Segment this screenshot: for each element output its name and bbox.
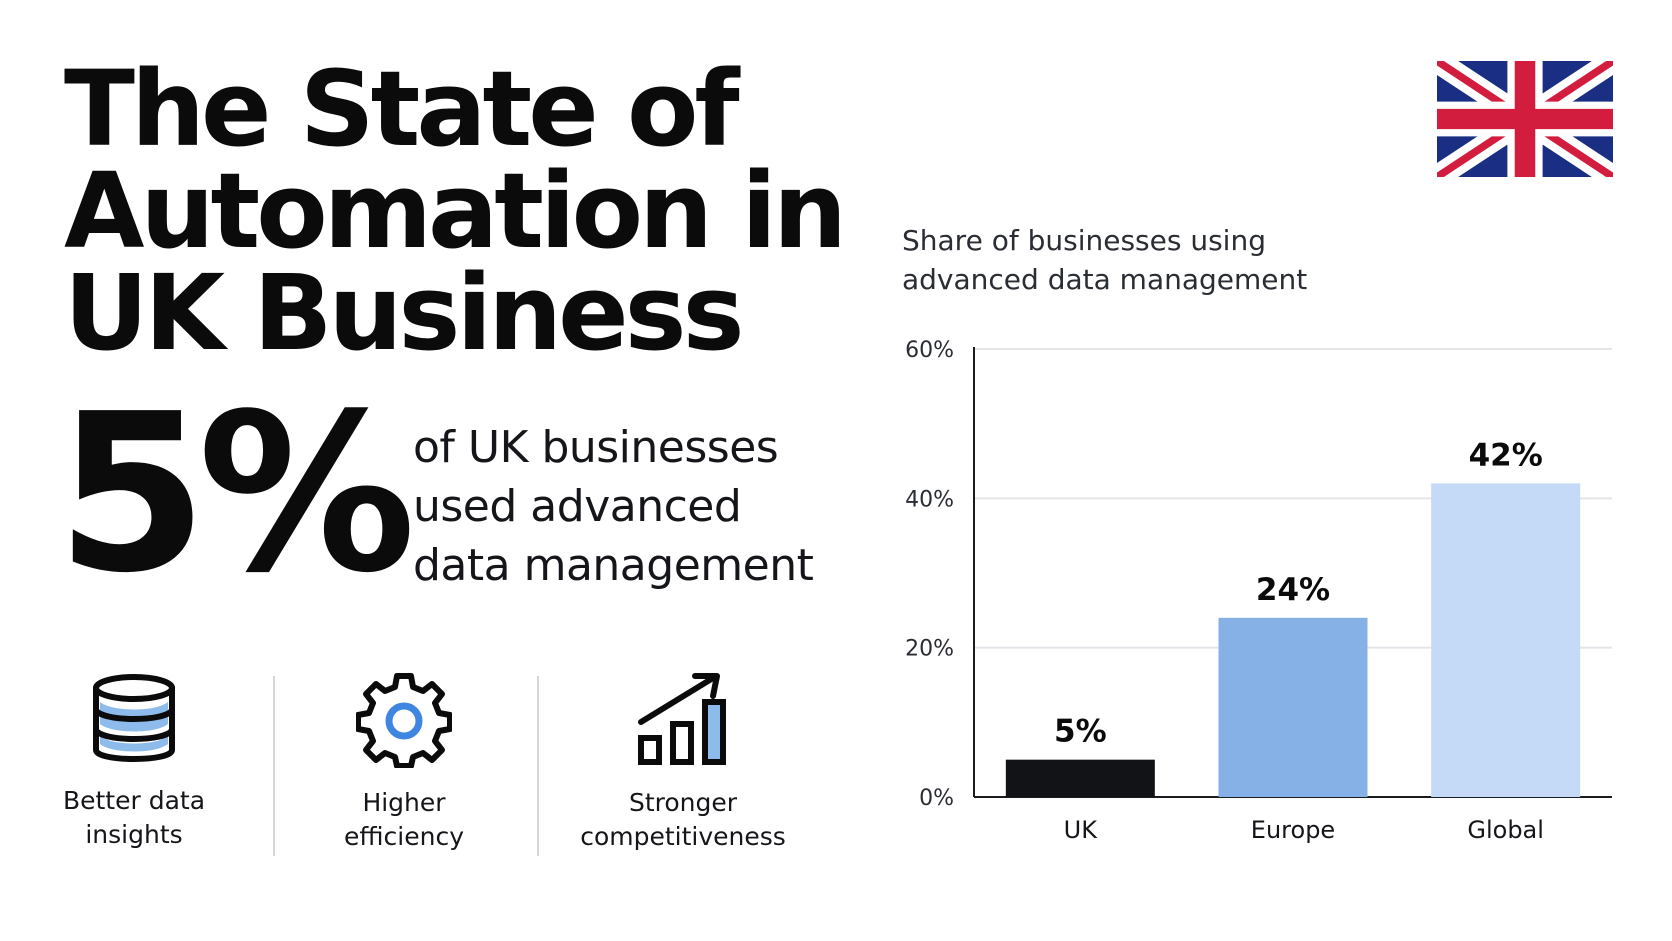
benefit-label: Better data insights [4, 784, 264, 852]
benefit-divider [537, 676, 539, 856]
y-tick-label: 0% [919, 786, 954, 811]
bar-uk [1005, 759, 1155, 797]
benefit-label: Higher efficiency [274, 786, 534, 854]
database-icon [93, 674, 175, 762]
benefit-label-line: Higher [362, 788, 446, 817]
page-title: The State of Automation in UK Business [64, 48, 847, 374]
stat-description-line: of UK businesses [413, 422, 779, 473]
x-category-label: UK [1064, 816, 1099, 844]
y-tick-label: 40% [905, 487, 954, 512]
x-category-label: Global [1467, 816, 1544, 844]
benefit-label-line: competitiveness [580, 822, 786, 851]
benefit-label-line: Stronger [628, 788, 738, 817]
uk-flag-icon [1437, 61, 1613, 177]
benefit-label-line: Better data [62, 786, 206, 815]
data-label: 42% [1469, 437, 1543, 473]
gear-icon [356, 673, 452, 768]
bar-global [1431, 483, 1581, 797]
title-line: The State of [64, 48, 740, 170]
data-label: 5% [1054, 714, 1107, 750]
headline-stat-value: 5% [56, 368, 416, 621]
benefit-stronger-competitiveness: Stronger competitiveness [553, 672, 813, 854]
benefit-higher-efficiency: Higher efficiency [274, 672, 534, 854]
x-category-label: Europe [1251, 816, 1335, 844]
benefit-label: Stronger competitiveness [553, 786, 813, 854]
benefit-divider [273, 676, 275, 856]
chart-title-line: advanced data management [902, 263, 1308, 296]
benefit-better-data-insights: Better data insights [4, 672, 264, 852]
growth-chart-icon [638, 673, 726, 765]
bar-chart: 0% 20% 40% 60% 5% UK 24% Europe 42% Global [905, 338, 1612, 844]
stat-description-line: data management [413, 540, 814, 591]
chart-title-line: Share of businesses using [902, 224, 1266, 257]
title-line: UK Business [64, 252, 744, 374]
chart-title: Share of businesses using advanced data … [902, 221, 1307, 299]
headline-stat-description: of UK businesses used advanced data mana… [413, 418, 814, 595]
y-tick-label: 20% [905, 637, 954, 662]
bar-europe [1218, 617, 1368, 797]
benefit-label-line: insights [85, 820, 183, 849]
benefit-label-line: efficiency [343, 822, 464, 851]
title-line: Automation in [64, 150, 847, 272]
stat-description-line: used advanced [413, 481, 742, 532]
y-tick-label: 60% [905, 338, 954, 363]
data-label: 24% [1256, 572, 1330, 608]
